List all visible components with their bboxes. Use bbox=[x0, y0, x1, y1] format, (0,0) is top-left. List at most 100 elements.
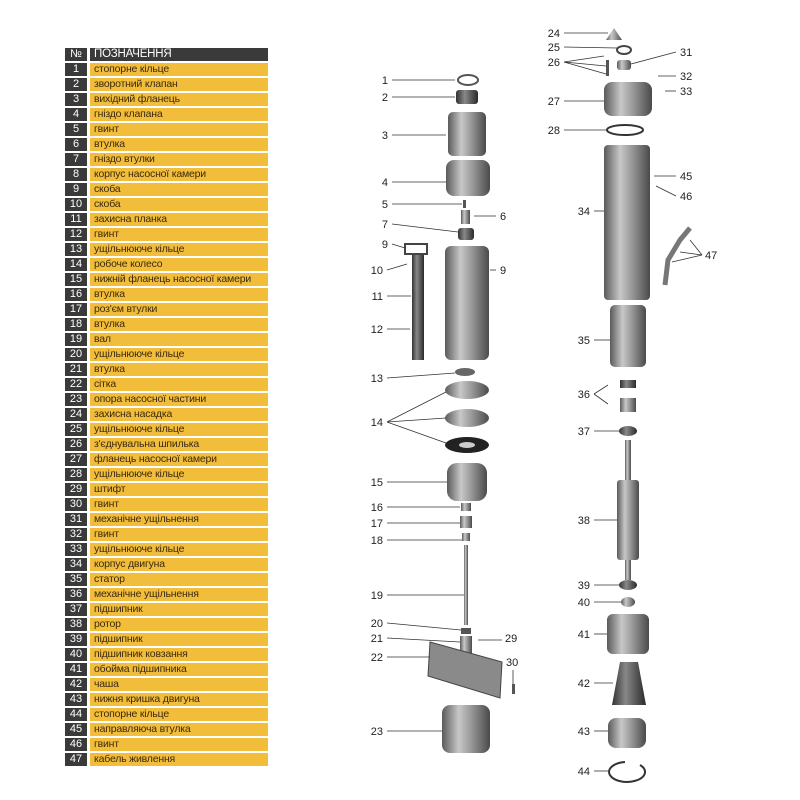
legend-row-number: 1 bbox=[65, 63, 87, 76]
parts-drawing bbox=[404, 28, 692, 783]
callout-number: 15 bbox=[371, 477, 383, 489]
legend-row: 44 стопорне кільце bbox=[65, 708, 268, 721]
part-sleeve-18 bbox=[462, 533, 470, 541]
part-pump-chamber-flange bbox=[604, 82, 652, 116]
legend-row-number: 35 bbox=[65, 573, 87, 586]
callout-number: 30 bbox=[506, 657, 518, 669]
legend-row-number: 47 bbox=[65, 753, 87, 766]
legend-row-number: 34 bbox=[65, 558, 87, 571]
callout-number: 34 bbox=[578, 206, 590, 218]
part-screw-30 bbox=[512, 684, 515, 694]
legend-row-number: 9 bbox=[65, 183, 87, 196]
legend-row-label: гвинт bbox=[90, 123, 268, 136]
part-sleeve-21 bbox=[460, 636, 472, 654]
legend-header: № ПОЗНАЧЕННЯ bbox=[65, 48, 268, 61]
legend-row-number: 4 bbox=[65, 108, 87, 121]
part-plain-bearing bbox=[621, 597, 635, 607]
legend-row: 47 кабель живлення bbox=[65, 753, 268, 766]
legend-row-label: фланець насосної камери bbox=[90, 453, 268, 466]
part-motor-housing bbox=[604, 145, 650, 300]
legend-row-number: 27 bbox=[65, 453, 87, 466]
part-stator bbox=[610, 305, 646, 367]
legend-row: 34 корпус двигуна bbox=[65, 558, 268, 571]
legend-row-label: ущільнююче кільце bbox=[90, 348, 268, 361]
legend-row: 5 гвинт bbox=[65, 123, 268, 136]
legend-row: 45 направляюча втулка bbox=[65, 723, 268, 736]
part-valve-seat bbox=[446, 160, 490, 196]
callout-leader-line bbox=[386, 637, 461, 643]
legend-row-label: ущільнююче кільце bbox=[90, 543, 268, 556]
callout-number: 6 bbox=[500, 211, 506, 223]
legend-row: 20 ущільнююче кільце bbox=[65, 348, 268, 361]
legend-row-label: з'єднувальна шпилька bbox=[90, 438, 268, 451]
callout-leader-line bbox=[630, 51, 677, 65]
legend-row-number: 3 bbox=[65, 93, 87, 106]
legend-row-number: 37 bbox=[65, 603, 87, 616]
legend-row-number: 13 bbox=[65, 243, 87, 256]
callout-number: 45 bbox=[680, 171, 692, 183]
legend-row-label: стопорне кільце bbox=[90, 63, 268, 76]
legend-row-number: 15 bbox=[65, 273, 87, 286]
legend-row-number: 18 bbox=[65, 318, 87, 331]
callout-number: 33 bbox=[680, 86, 692, 98]
callout-leader-line bbox=[563, 55, 605, 63]
legend-row-number: 7 bbox=[65, 153, 87, 166]
legend-row-label: механічне ущільнення bbox=[90, 588, 268, 601]
part-power-cable bbox=[662, 226, 692, 286]
legend-row-label: скоба bbox=[90, 198, 268, 211]
callout-number: 40 bbox=[578, 597, 590, 609]
legend-row-label: захисна насадка bbox=[90, 408, 268, 421]
callout-number: 25 bbox=[548, 42, 560, 54]
callout-number: 47 bbox=[705, 250, 717, 262]
part-mech-seal-31 bbox=[617, 60, 631, 70]
legend-row: 25 ущільнююче кільце bbox=[65, 423, 268, 436]
callout-leader-line bbox=[386, 391, 447, 423]
legend-row: 35 статор bbox=[65, 573, 268, 586]
legend-row: 1 стопорне кільце bbox=[65, 63, 268, 76]
legend-row: 24 захисна насадка bbox=[65, 408, 268, 421]
part-pump-support bbox=[442, 705, 490, 753]
legend-row-label: робоче колесо bbox=[90, 258, 268, 271]
legend-row: 19 вал bbox=[65, 333, 268, 346]
part-lower-motor-cover bbox=[608, 718, 646, 748]
legend-row-label: ущільнююче кільце bbox=[90, 243, 268, 256]
callout-number: 14 bbox=[371, 417, 383, 429]
legend-row-number: 30 bbox=[65, 498, 87, 511]
callout-number: 2 bbox=[382, 92, 388, 104]
legend-row-label: корпус насосної камери bbox=[90, 168, 268, 181]
legend-row-label: гвинт bbox=[90, 528, 268, 541]
legend-row-number: 32 bbox=[65, 528, 87, 541]
part-outlet-flange bbox=[448, 112, 486, 156]
callout-number: 29 bbox=[505, 633, 517, 645]
legend-row-label: опора насосної частини bbox=[90, 393, 268, 406]
callout-number: 46 bbox=[680, 191, 692, 203]
legend-row-number: 17 bbox=[65, 303, 87, 316]
legend-row-label: гвинт bbox=[90, 738, 268, 751]
legend-row-number: 2 bbox=[65, 78, 87, 91]
part-seal-ring-20 bbox=[461, 628, 471, 634]
parts-legend-table: № ПОЗНАЧЕННЯ 1 стопорне кільце 2 зворотний … bbox=[65, 48, 268, 768]
callout-number: 39 bbox=[578, 580, 590, 592]
part-seal-ring bbox=[455, 368, 475, 376]
legend-row-label: гніздо клапана bbox=[90, 108, 268, 121]
part-rotor bbox=[617, 480, 639, 560]
callout-leader-line bbox=[655, 185, 677, 197]
part-mech-seal-36a bbox=[620, 380, 636, 388]
callout-leader-line bbox=[563, 46, 618, 49]
legend-row-label: кабель живлення bbox=[90, 753, 268, 766]
callout-number: 31 bbox=[680, 47, 692, 59]
legend-row-label: гвинт bbox=[90, 498, 268, 511]
legend-row-number: 19 bbox=[65, 333, 87, 346]
legend-row-number: 10 bbox=[65, 198, 87, 211]
legend-header-number: № bbox=[65, 48, 87, 61]
callout-number: 24 bbox=[548, 28, 560, 40]
callout-leader-line bbox=[679, 251, 703, 256]
part-stud bbox=[606, 60, 609, 76]
legend-row-label: сітка bbox=[90, 378, 268, 391]
legend-row-label: підшипник bbox=[90, 633, 268, 646]
callout-number: 27 bbox=[548, 96, 560, 108]
callout-number: 44 bbox=[578, 766, 590, 778]
legend-row-number: 25 bbox=[65, 423, 87, 436]
callout-number: 1 bbox=[382, 75, 388, 87]
